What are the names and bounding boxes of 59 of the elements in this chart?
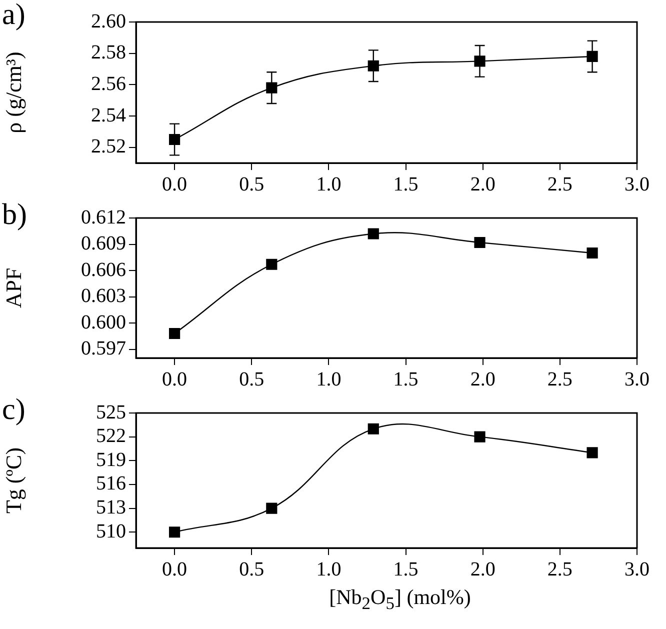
x-axis-title: [Nb$_{2}$O$_{5}$] (mol%) — [328, 585, 472, 614]
x-tick-label: 2.5 — [547, 173, 572, 196]
x-tick-label: 0.5 — [239, 368, 264, 390]
point — [168, 134, 180, 146]
y-axis-title: ρ (g/cm³) — [0, 52, 26, 134]
point — [586, 447, 598, 458]
y-tick-label: 0.600 — [81, 311, 126, 334]
y-tick-label: 519 — [96, 448, 126, 471]
x-tick-label: 3.0 — [624, 173, 650, 196]
y-axis-title: Tg (ºC) — [0, 447, 26, 514]
x-tick-label: 1.0 — [316, 368, 342, 390]
y-axis-title: APF — [0, 268, 26, 308]
y-tick-label: 513 — [96, 496, 126, 519]
y-tick-label: 2.52 — [91, 136, 126, 158]
y-tick-label: 522 — [96, 425, 126, 448]
point — [474, 431, 486, 442]
point — [586, 50, 598, 62]
x-tick-label: 3.0 — [624, 368, 650, 390]
y-tick-label: 0.603 — [81, 285, 126, 307]
chart-title: c) — [2, 393, 26, 426]
y-tick-label: 0.609 — [81, 232, 126, 254]
y-tick-label: 2.60 — [91, 10, 126, 32]
x-tick-label: 3.0 — [624, 558, 650, 580]
point — [168, 328, 180, 340]
x-tick-label: 0.5 — [239, 558, 264, 580]
x-tick-label: 1.5 — [393, 173, 418, 196]
y-tick-label: 510 — [96, 520, 126, 542]
x-tick-label: 1.0 — [316, 173, 342, 196]
point — [474, 236, 486, 248]
x-tick-label: 1.0 — [316, 558, 342, 580]
x-tick-label: 0.0 — [162, 558, 188, 580]
point — [168, 526, 180, 538]
y-tick-label: 0.597 — [81, 338, 126, 360]
x-tick-label: 1.5 — [393, 558, 418, 580]
x-tick-label: 0.0 — [162, 368, 188, 390]
point — [266, 502, 278, 514]
point — [586, 247, 598, 259]
x-tick-label: 0.0 — [162, 173, 188, 196]
y-tick-label: 2.58 — [91, 42, 126, 64]
x-tick-label: 2.5 — [547, 368, 572, 390]
point — [368, 228, 379, 240]
point — [368, 60, 379, 72]
point — [266, 258, 278, 270]
y-tick-label: 2.54 — [91, 104, 126, 126]
y-tick-label: 525 — [96, 401, 126, 424]
chart-title: b) — [2, 198, 27, 231]
y-tick-label: 516 — [96, 472, 126, 495]
x-tick-label: 1.5 — [393, 368, 418, 390]
x-tick-label: 2.0 — [470, 368, 496, 390]
x-tick-label: 2.5 — [547, 558, 572, 580]
chart-title: a) — [2, 0, 26, 31]
y-tick-label: 0.606 — [81, 258, 126, 281]
point — [368, 423, 379, 434]
y-tick-label: 2.56 — [91, 72, 126, 95]
point — [474, 56, 486, 67]
x-tick-label: 2.0 — [470, 173, 496, 196]
y-tick-label: 0.612 — [81, 206, 126, 228]
x-tick-label: 0.5 — [239, 173, 264, 196]
x-tick-label: 2.0 — [470, 558, 496, 580]
